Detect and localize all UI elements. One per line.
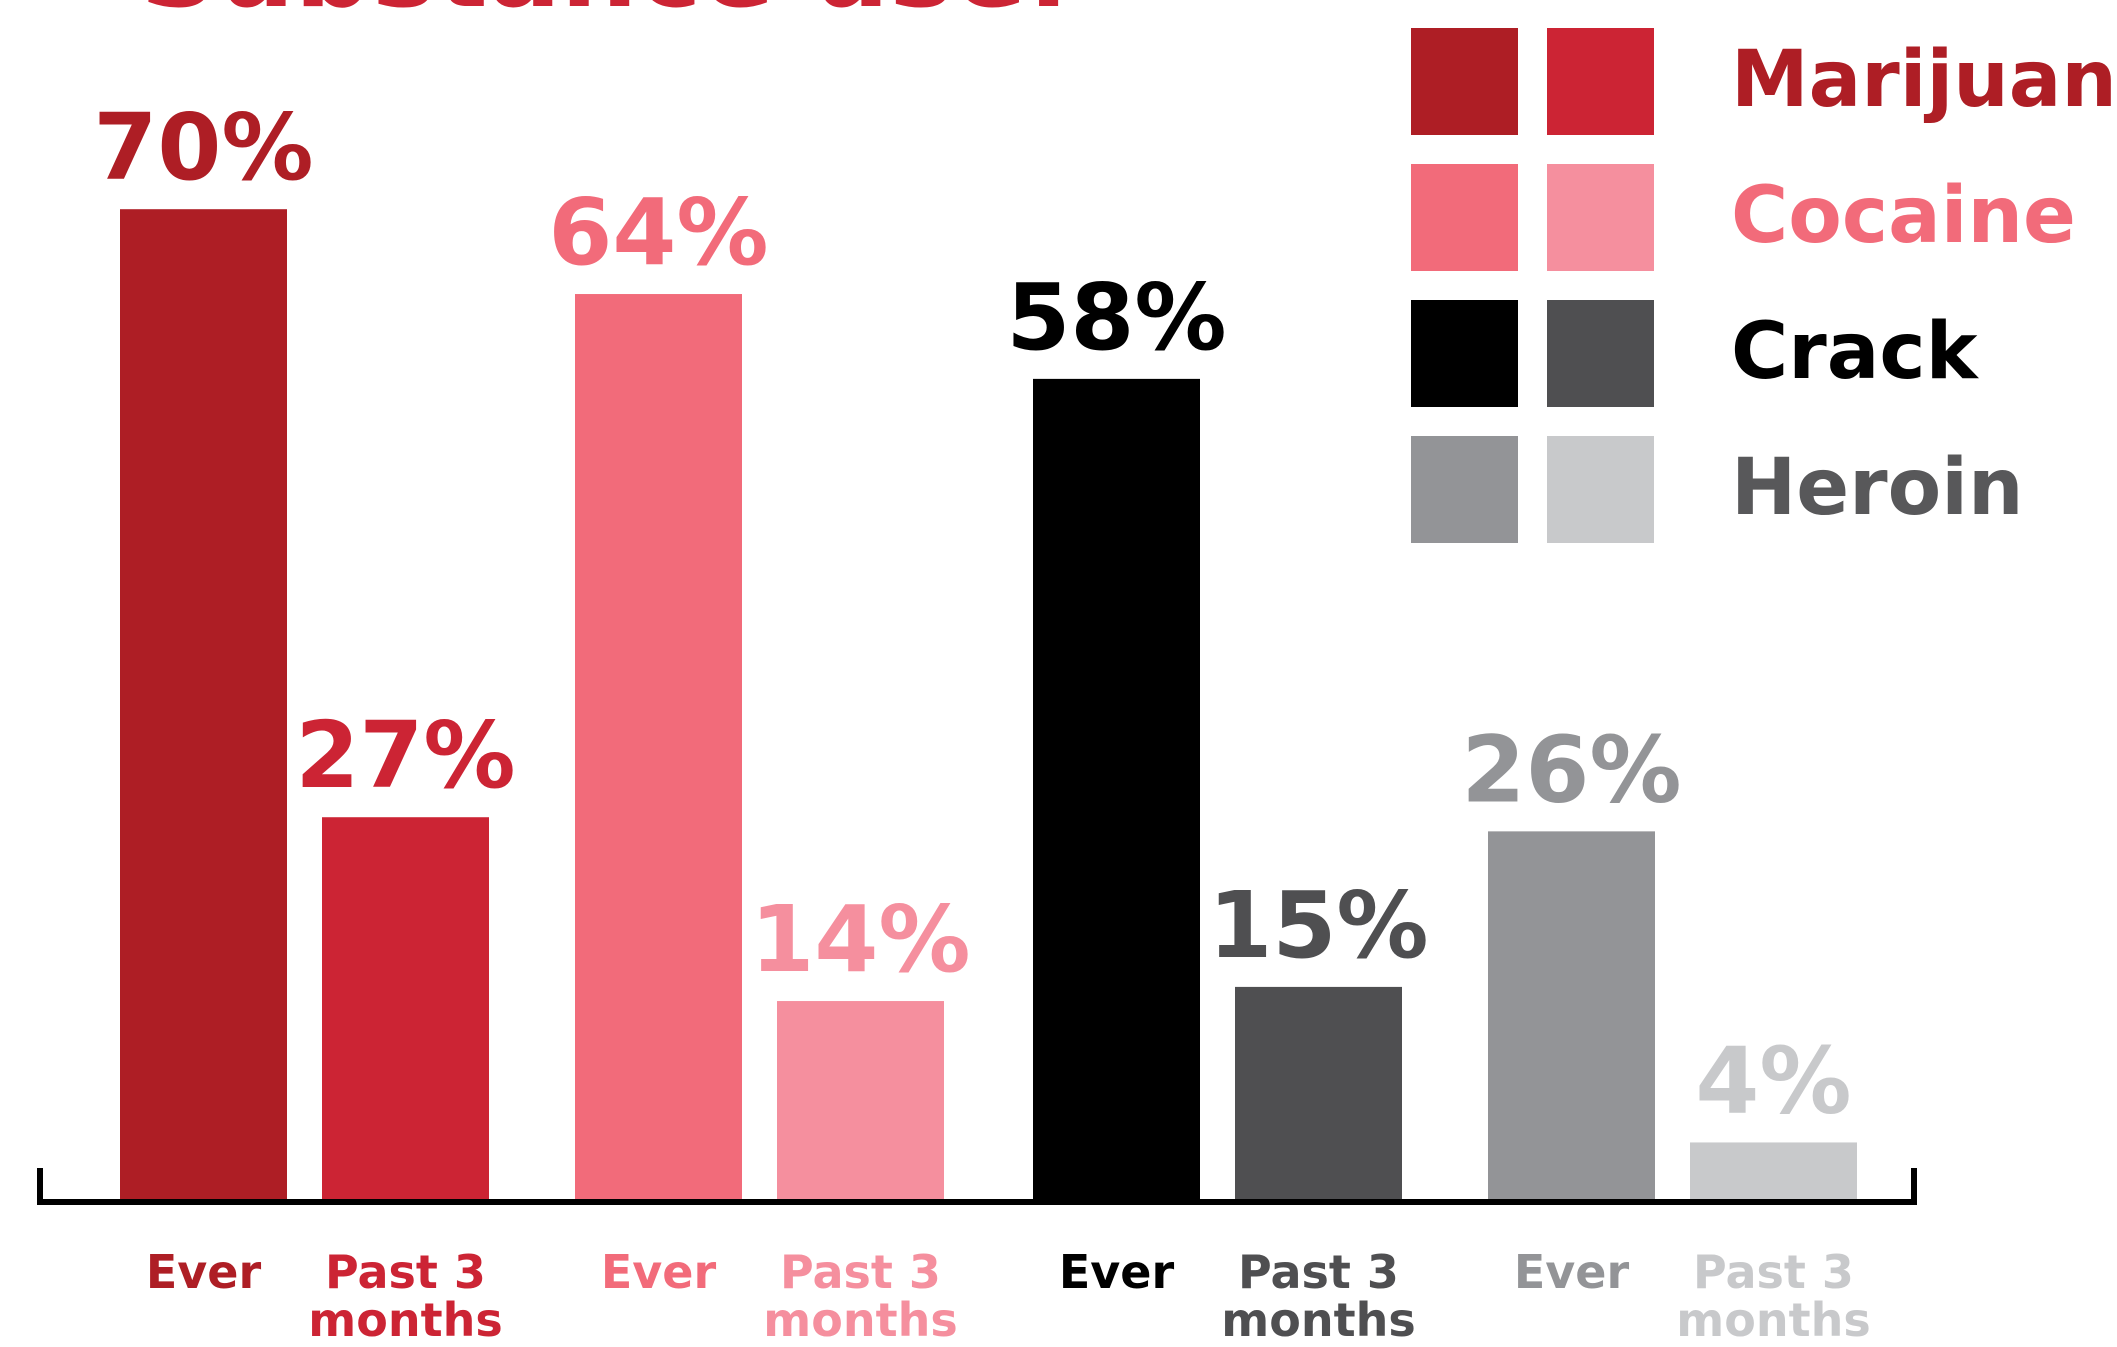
x-tick-label: Ever xyxy=(1058,1245,1175,1299)
x-tick-label: Ever xyxy=(145,1245,262,1299)
value-label: 70% xyxy=(93,94,313,201)
legend-label: Cocaine xyxy=(1731,171,2076,261)
legend-swatch xyxy=(1547,28,1654,135)
x-tick-label: Ever xyxy=(1513,1245,1630,1299)
x-tick-label: Past 3 months xyxy=(308,1245,503,1347)
value-label: 4% xyxy=(1695,1027,1851,1134)
x-tick-label: Past 3 months xyxy=(1676,1245,1871,1347)
legend-swatch xyxy=(1411,28,1518,135)
bar xyxy=(1690,1142,1857,1199)
legend-swatch xyxy=(1547,300,1654,407)
bar xyxy=(1488,831,1655,1199)
value-label: 14% xyxy=(750,886,970,993)
bar xyxy=(575,294,742,1199)
bar xyxy=(120,209,287,1199)
x-tick-label: Ever xyxy=(600,1245,717,1299)
x-tick-label: Past 3 months xyxy=(763,1245,958,1347)
x-tick-label: Past 3 months xyxy=(1221,1245,1416,1347)
chart-title: Substance use: xyxy=(140,0,1070,32)
legend-swatch xyxy=(1411,164,1518,271)
legend-swatch xyxy=(1411,300,1518,407)
bar xyxy=(1235,986,1402,1199)
legend-swatch xyxy=(1547,436,1654,543)
bar xyxy=(777,1001,944,1199)
legend-label: Crack xyxy=(1731,307,1980,397)
value-label: 15% xyxy=(1208,872,1428,979)
bar xyxy=(1033,378,1200,1199)
bar xyxy=(322,817,489,1199)
value-label: 64% xyxy=(548,179,768,286)
value-label: 27% xyxy=(295,702,515,809)
legend-label: Marijuana xyxy=(1731,35,2117,125)
value-label: 26% xyxy=(1461,716,1681,823)
value-label: 58% xyxy=(1006,264,1226,371)
legend-label: Heroin xyxy=(1731,443,2024,533)
legend-swatch xyxy=(1411,436,1518,543)
legend-swatch xyxy=(1547,164,1654,271)
baseline-axis xyxy=(37,1168,1917,1205)
